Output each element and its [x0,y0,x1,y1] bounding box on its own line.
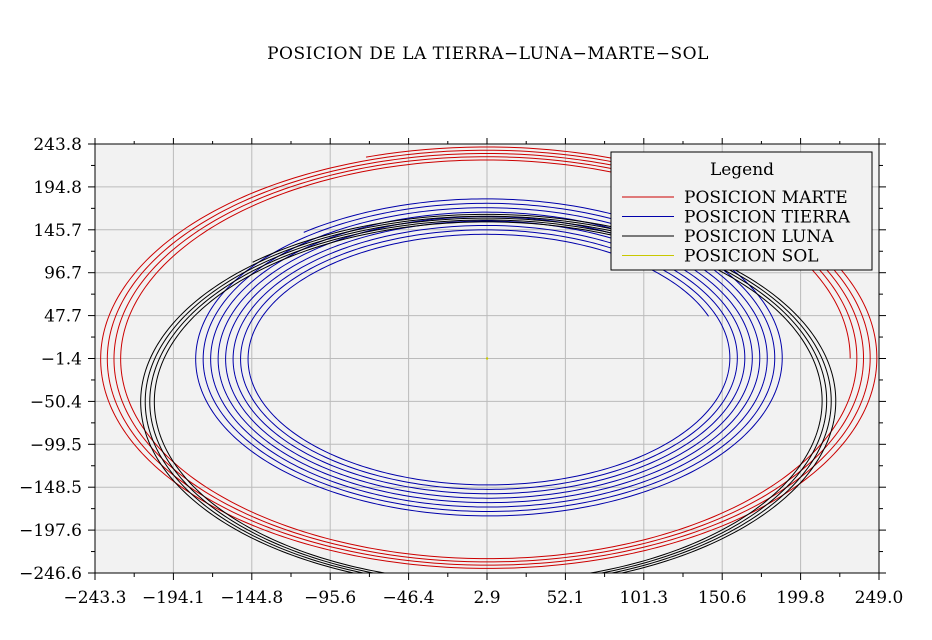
x-tick-label: −243.3 [64,588,127,608]
x-tick-label: 2.9 [473,588,500,608]
chart-title: POSICION DE LA TIERRA−LUNA−MARTE−SOL [267,44,709,64]
series-point-posicion-sol [485,357,489,360]
x-tick-label: −95.6 [304,588,356,608]
legend-label-posicion-tierra: POSICION TIERRA [684,208,851,228]
y-tick-label: −50.4 [30,392,82,412]
x-tick-label: 249.0 [855,588,904,608]
y-tick-label: −197.6 [19,521,82,541]
y-tick-label: 243.8 [33,135,82,155]
y-tick-label: 194.8 [33,178,82,198]
x-tick-label: −194.1 [142,588,205,608]
x-tick-label: −144.8 [220,588,283,608]
y-tick-label: 96.7 [44,264,82,284]
legend-box [610,151,873,271]
y-tick-labels: 243.8 194.8 145.7 96.7 47.7 −1.4 −50.4 −99.5 −14… [19,135,82,584]
legend-title: Legend [710,160,774,180]
x-tick-labels: −243.3 −194.1 −144.8 −95.6 −46.4 2.9 52.1 101.3… [64,588,904,608]
y-tick-label: 145.7 [33,221,82,241]
axis-ticks [88,138,886,580]
legend-label-posicion-sol: POSICION SOL [684,247,819,267]
y-tick-label: 47.7 [44,307,82,327]
x-tick-label: −46.4 [383,588,435,608]
y-tick-label: −1.4 [41,350,82,370]
y-tick-label: −148.5 [19,478,82,498]
legend-label-posicion-marte: POSICION MARTE [684,188,848,208]
legend-label-posicion-luna: POSICION LUNA [684,227,834,247]
series-line-posicion-luna [140,213,837,573]
x-tick-label: 101.3 [619,588,668,608]
x-tick-label: 199.8 [776,588,825,608]
y-tick-label: −99.5 [30,435,82,455]
x-tick-label: 150.6 [698,588,747,608]
y-tick-label: −246.6 [19,564,82,584]
x-tick-label: 52.1 [546,588,584,608]
